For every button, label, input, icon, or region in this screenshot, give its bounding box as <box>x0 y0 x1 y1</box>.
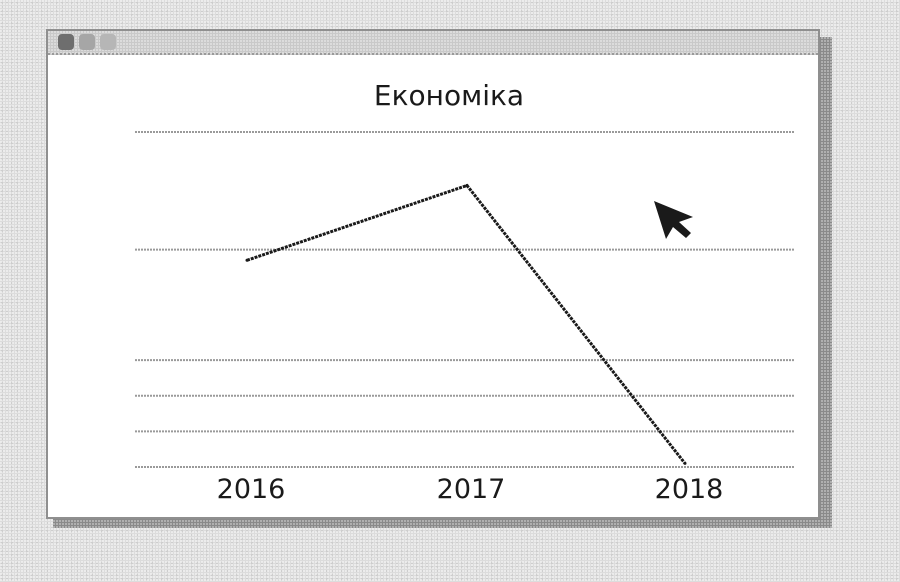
chart-title: Економіка <box>374 79 524 112</box>
grid-layer <box>135 131 795 468</box>
data-point <box>465 183 469 187</box>
close-button[interactable] <box>58 34 74 50</box>
title-bar[interactable] <box>48 31 818 55</box>
data-point <box>245 258 249 262</box>
series-layer <box>245 183 687 465</box>
arrow-cursor-icon <box>654 201 693 239</box>
app-window <box>46 29 820 519</box>
x-tick-label: 2018 <box>655 474 724 505</box>
series-line <box>246 183 687 465</box>
maximize-button[interactable] <box>100 34 116 50</box>
x-tick-label: 2016 <box>217 474 286 505</box>
x-tick-label: 2017 <box>437 474 506 505</box>
x-axis-ticks: 2016 2017 2018 <box>217 474 724 505</box>
data-point <box>683 461 687 465</box>
minimize-button[interactable] <box>79 34 95 50</box>
